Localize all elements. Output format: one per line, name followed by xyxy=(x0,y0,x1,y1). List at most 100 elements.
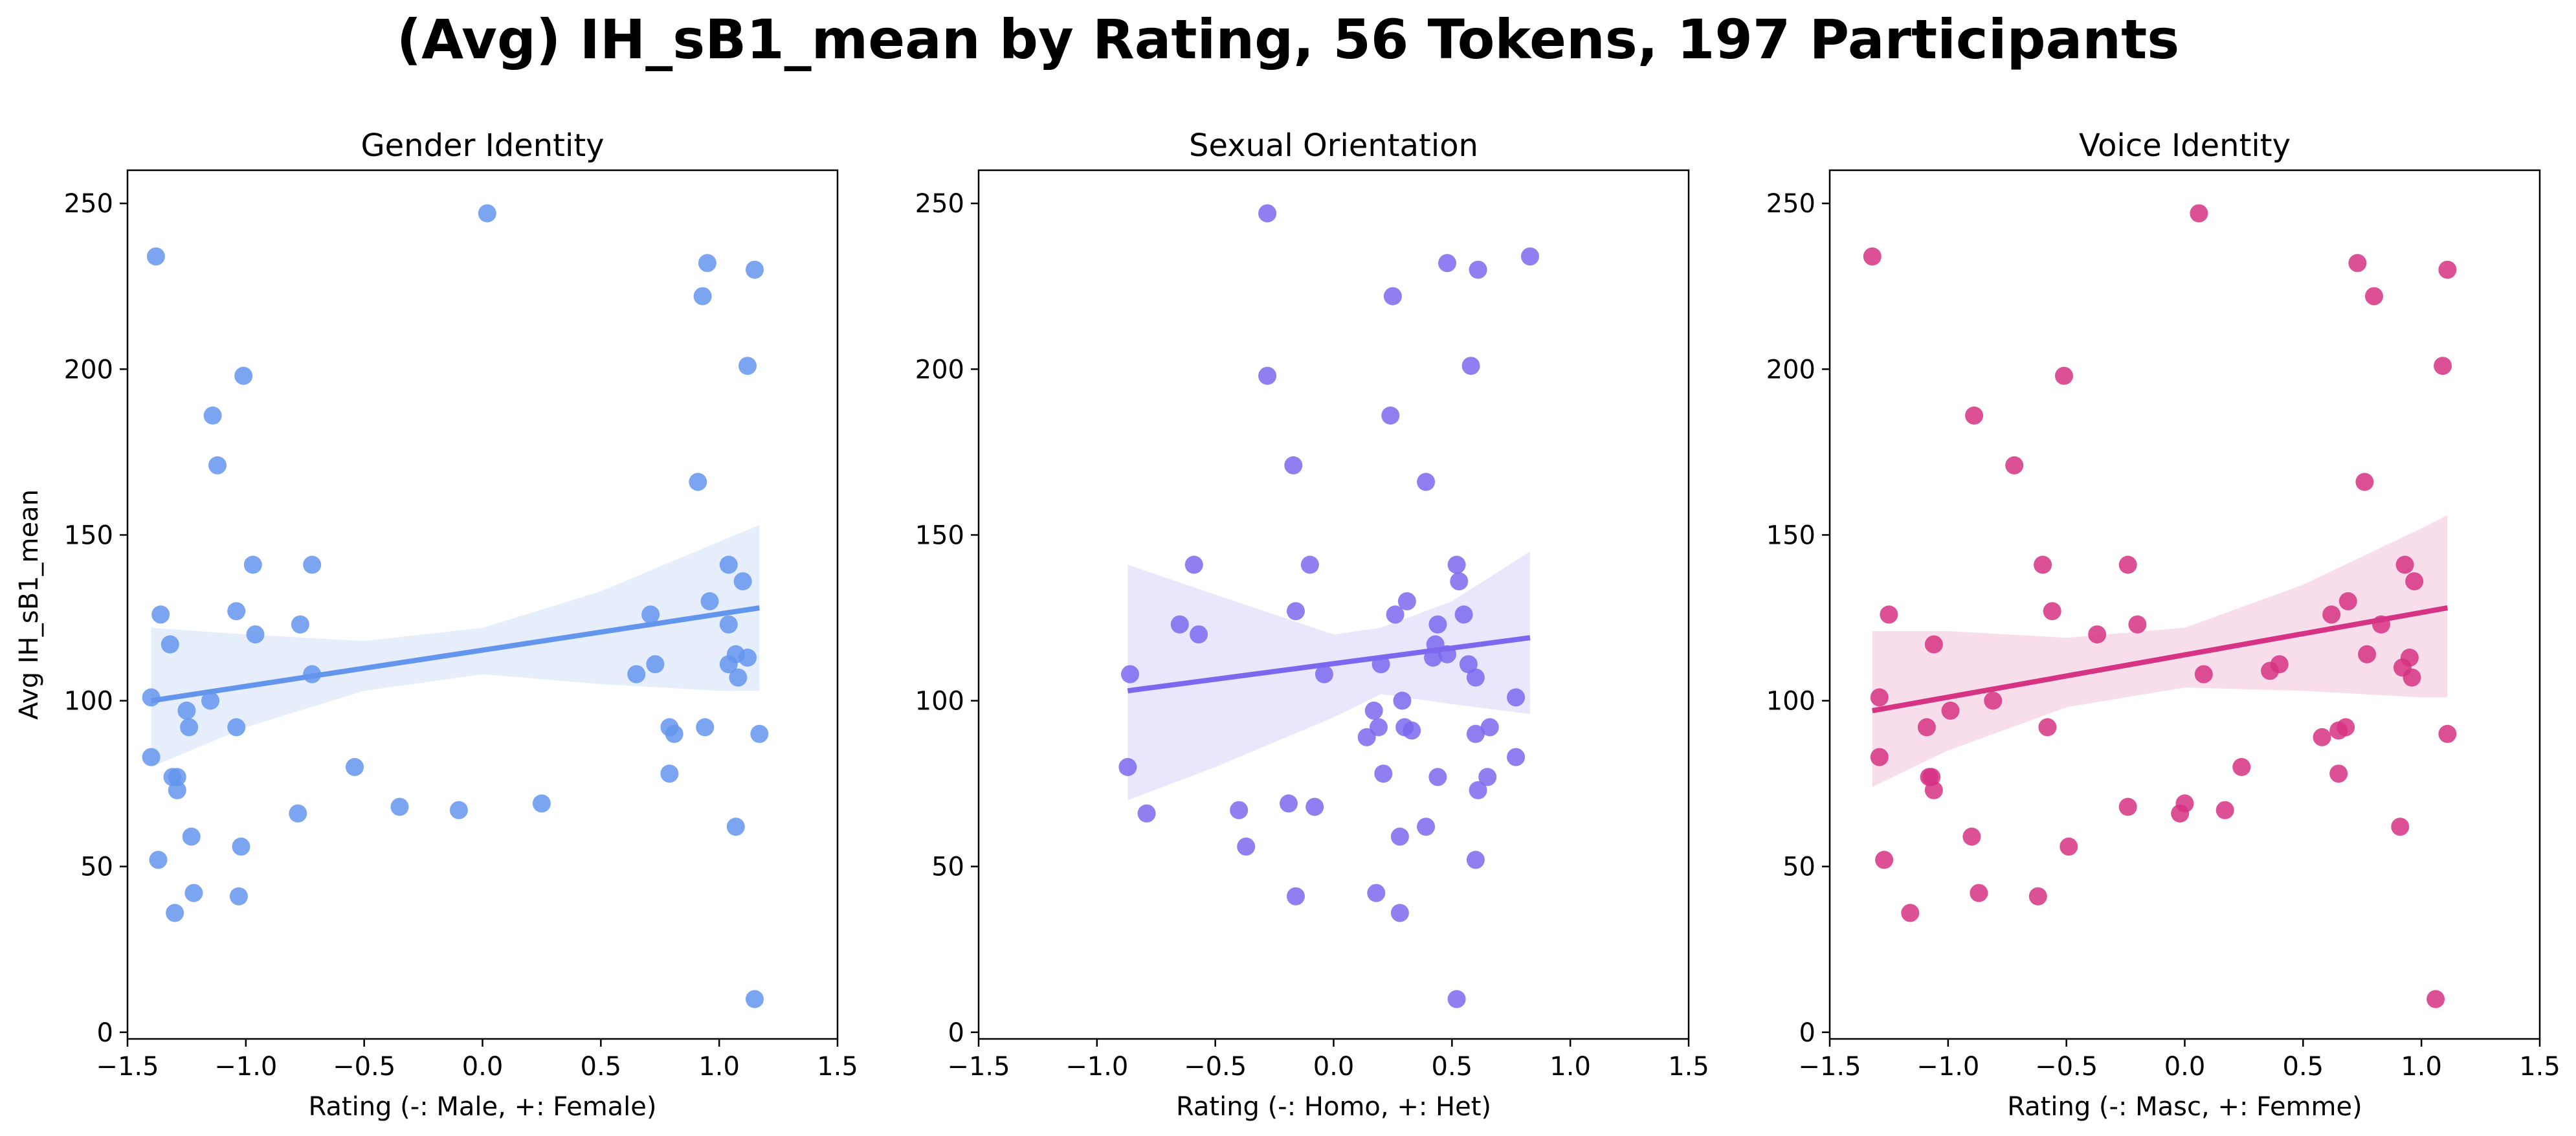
voice-identity-point-46 xyxy=(2171,804,2190,823)
gender-identity-regression-line xyxy=(150,605,760,704)
gender-identity-point-26 xyxy=(627,665,646,684)
sexual-orientation-title: Sexual Orientation xyxy=(1189,128,1478,164)
voice-identity-ytick-label: 100 xyxy=(1766,687,1815,717)
sexual-orientation-xtick-label: 0.5 xyxy=(1432,1052,1473,1082)
voice-identity-point-14 xyxy=(1880,605,1898,624)
sexual-orientation-xtick-label: −1.5 xyxy=(947,1052,1010,1082)
gender-identity-point-0 xyxy=(146,247,165,266)
sexual-orientation-point-3 xyxy=(1469,260,1487,279)
voice-identity-xtick-label: −1.0 xyxy=(1916,1052,1979,1082)
gender-identity-point-45 xyxy=(449,801,468,819)
voice-identity-point-18 xyxy=(2128,615,2147,634)
gender-identity-point-20 xyxy=(246,625,265,644)
sexual-orientation-point-47 xyxy=(1305,797,1324,816)
sexual-orientation-point-29 xyxy=(1507,688,1526,707)
voice-identity-point-20 xyxy=(2088,625,2107,644)
sexual-orientation-ytick-label: 250 xyxy=(915,189,964,219)
sexual-orientation-panel: −1.5 −1.0 −0.5 0.0 0.5 1.0 1.5 0 50 100 150 200 250 S… xyxy=(915,128,1709,1122)
gender-identity-point-4 xyxy=(693,287,712,306)
sexual-orientation-point-11 xyxy=(1300,555,1319,574)
gender-identity-point-48 xyxy=(726,818,745,836)
voice-identity-point-35 xyxy=(2337,718,2355,737)
gender-identity-ytick-label: 50 xyxy=(80,852,113,882)
voice-identity-xtick-label: −1.5 xyxy=(1798,1052,1861,1082)
sexual-orientation-point-43 xyxy=(1469,781,1487,799)
sexual-orientation-point-52 xyxy=(1287,887,1305,906)
voice-identity-point-2 xyxy=(2348,254,2367,273)
voice-identity-point-37 xyxy=(2438,724,2457,743)
sexual-orientation-point-5 xyxy=(1461,357,1480,375)
voice-identity-point-21 xyxy=(1924,635,1943,654)
gender-identity-ylabel: Avg IH_sB1_mean xyxy=(14,489,44,720)
gender-identity-xlabel: Rating (-: Male, +: Female) xyxy=(308,1092,656,1122)
sexual-orientation-point-13 xyxy=(1450,572,1469,591)
voice-identity-point-49 xyxy=(1962,827,1981,846)
sexual-orientation-point-6 xyxy=(1258,366,1277,385)
voice-identity-point-11 xyxy=(2118,555,2137,574)
voice-identity-ytick-label: 150 xyxy=(1766,520,1815,550)
sexual-orientation-point-36 xyxy=(1357,728,1376,746)
voice-identity-point-13 xyxy=(2405,572,2424,591)
gender-identity-point-53 xyxy=(229,887,248,906)
gender-identity-point-37 xyxy=(750,724,769,743)
sexual-orientation-point-50 xyxy=(1390,827,1409,846)
gender-identity-xtick-label: −0.5 xyxy=(333,1052,395,1082)
gender-identity-point-43 xyxy=(660,764,679,783)
voice-identity-point-22 xyxy=(2358,645,2377,663)
gender-identity-point-14 xyxy=(151,605,170,624)
gender-identity-point-6 xyxy=(234,366,253,385)
voice-identity-point-51 xyxy=(2060,837,2078,856)
sexual-orientation-point-34 xyxy=(1403,721,1421,740)
sexual-orientation-point-41 xyxy=(1428,768,1447,786)
gender-identity-point-19 xyxy=(719,615,738,634)
sexual-orientation-point-17 xyxy=(1287,602,1305,621)
gender-identity-ytick-label: 0 xyxy=(97,1018,113,1048)
sexual-orientation-point-16 xyxy=(1190,625,1208,644)
sexual-orientation-point-4 xyxy=(1383,287,1402,306)
gender-identity-xtick-label: 0.0 xyxy=(462,1052,504,1082)
sexual-orientation-point-31 xyxy=(1393,691,1412,710)
voice-identity-point-33 xyxy=(2038,718,2057,737)
sexual-orientation-point-30 xyxy=(1364,701,1383,720)
gender-identity-confidence-band xyxy=(151,525,760,767)
gender-identity-point-2 xyxy=(698,254,716,273)
sexual-orientation-point-38 xyxy=(1507,748,1526,766)
voice-identity-xtick-label: 1.5 xyxy=(2519,1052,2560,1082)
gender-identity-point-27 xyxy=(646,655,665,674)
voice-identity-title: Voice Identity xyxy=(2079,128,2291,164)
voice-identity-point-4 xyxy=(2365,287,2383,306)
sexual-orientation-point-37 xyxy=(1466,724,1485,743)
gender-identity-point-11 xyxy=(303,555,322,574)
sexual-orientation-point-20 xyxy=(1428,615,1447,634)
voice-identity-point-38 xyxy=(1870,748,1889,766)
gender-identity-point-52 xyxy=(184,884,203,902)
gender-identity-point-8 xyxy=(208,456,227,474)
sexual-orientation-xlabel: Rating (-: Homo, +: Het) xyxy=(1176,1092,1491,1122)
gender-identity-point-29 xyxy=(729,668,748,687)
gender-identity-xtick-label: −1.5 xyxy=(96,1052,159,1082)
voice-identity-point-10 xyxy=(2034,555,2052,574)
gender-identity-point-12 xyxy=(719,555,738,574)
gender-identity-point-31 xyxy=(201,691,219,710)
sexual-orientation-point-55 xyxy=(1447,990,1466,1008)
gender-identity-point-5 xyxy=(738,357,757,375)
sexual-orientation-axes-frame xyxy=(977,169,1690,1040)
gender-identity-point-1 xyxy=(478,204,496,223)
gender-identity-point-23 xyxy=(738,649,757,667)
voice-identity-point-53 xyxy=(2028,887,2047,906)
gender-identity-point-38 xyxy=(142,748,161,766)
voice-identity-point-36 xyxy=(2313,728,2331,746)
sexual-orientation-regression-line xyxy=(1127,635,1531,694)
voice-identity-xtick-label: 0.5 xyxy=(2283,1052,2324,1082)
sexual-orientation-point-27 xyxy=(1459,655,1478,674)
gender-identity-point-44 xyxy=(390,797,409,816)
gender-identity-point-40 xyxy=(168,768,186,786)
voice-identity-point-17 xyxy=(2322,605,2341,624)
sexual-orientation-xtick-label: −0.5 xyxy=(1184,1052,1247,1082)
gender-identity-point-49 xyxy=(182,827,201,846)
gender-identity-point-50 xyxy=(149,851,168,869)
sexual-orientation-point-40 xyxy=(1374,764,1393,783)
gender-identity-point-30 xyxy=(177,701,196,720)
gender-identity-xtick-label: 0.5 xyxy=(581,1052,622,1082)
